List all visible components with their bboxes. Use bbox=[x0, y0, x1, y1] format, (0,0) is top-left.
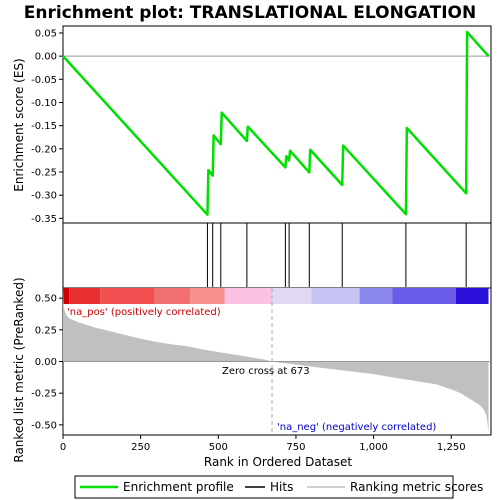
pos-correlated-label: 'na_pos' (positively correlated) bbox=[67, 307, 221, 318]
hits-layer bbox=[206, 223, 467, 287]
x-axis-ticks: 0 250 500 750 1,000 1,250 bbox=[60, 435, 466, 453]
x-tick-label: 250 bbox=[131, 442, 150, 453]
enrichment-profile-layer bbox=[62, 30, 490, 216]
top-y-tick-label: -0.05 bbox=[31, 75, 57, 86]
neg-correlated-label: 'na_neg' (negatively correlated) bbox=[277, 422, 436, 433]
top-y-tick-label: -0.35 bbox=[31, 214, 57, 225]
x-tick-label: 0 bbox=[60, 442, 66, 453]
color-bar bbox=[63, 288, 489, 304]
color-bar-segment bbox=[311, 288, 360, 304]
color-bar-segment bbox=[272, 288, 312, 304]
legend: Enrichment profile Hits Ranking metric s… bbox=[74, 475, 483, 499]
top-y-tick-label: -0.10 bbox=[31, 98, 57, 109]
top-y-tick-label: -0.30 bbox=[31, 191, 57, 202]
top-y-tick-label: 0.05 bbox=[35, 28, 57, 39]
bottom-y-tick-label: 0.00 bbox=[35, 357, 57, 368]
ranking-metric-area bbox=[63, 288, 489, 433]
legend-label-hits: Hits bbox=[270, 480, 293, 494]
hits-panel-frame bbox=[62, 222, 492, 289]
color-bar-segment bbox=[359, 288, 393, 304]
color-bar-segment bbox=[154, 288, 191, 304]
top-y-tick-label: 0.00 bbox=[35, 52, 57, 63]
bottom-y-tick-label: 0.25 bbox=[35, 325, 57, 336]
color-bar-segment bbox=[392, 288, 456, 304]
color-bar-segment bbox=[455, 288, 489, 304]
top-y-axis-label: Enrichment score (ES) bbox=[12, 58, 26, 191]
bottom-y-tick-label: 0.50 bbox=[35, 294, 57, 305]
ranking-metric-layer bbox=[63, 288, 491, 435]
color-bar-segment bbox=[100, 288, 155, 304]
color-bar-segment bbox=[63, 288, 70, 304]
top-panel-y-ticks: 0.05 0.00 -0.05 -0.10 -0.15 -0.20 -0.25 -0.30 -0… bbox=[31, 28, 63, 225]
x-tick-label: 500 bbox=[209, 442, 228, 453]
color-bar-segment bbox=[224, 288, 273, 304]
x-axis-label: Rank in Ordered Dataset bbox=[204, 455, 352, 469]
color-bar-segment bbox=[190, 288, 225, 304]
bottom-panel-y-ticks: 0.50 0.25 0.00 -0.25 -0.50 bbox=[31, 294, 63, 431]
x-tick-label: 1,000 bbox=[359, 442, 388, 453]
enrichment-profile-line bbox=[62, 30, 490, 216]
bottom-y-tick-label: -0.50 bbox=[31, 420, 57, 431]
x-tick-label: 1,250 bbox=[437, 442, 466, 453]
top-y-tick-label: -0.25 bbox=[31, 168, 57, 179]
zero-cross-label: Zero cross at 673 bbox=[222, 366, 310, 377]
legend-label-enrichment: Enrichment profile bbox=[123, 480, 234, 494]
top-panel-frame bbox=[62, 25, 492, 224]
top-y-tick-label: -0.15 bbox=[31, 121, 57, 132]
chart-title: Enrichment plot: TRANSLATIONAL ELONGATIO… bbox=[24, 3, 476, 23]
bottom-y-tick-label: -0.25 bbox=[31, 389, 57, 400]
legend-label-metric: Ranking metric scores bbox=[350, 480, 483, 494]
x-tick-label: 750 bbox=[286, 442, 305, 453]
color-bar-segment bbox=[69, 288, 101, 304]
top-y-tick-label: -0.20 bbox=[31, 144, 57, 155]
bottom-y-axis-label: Ranked list metric (PreRanked) bbox=[12, 277, 26, 462]
